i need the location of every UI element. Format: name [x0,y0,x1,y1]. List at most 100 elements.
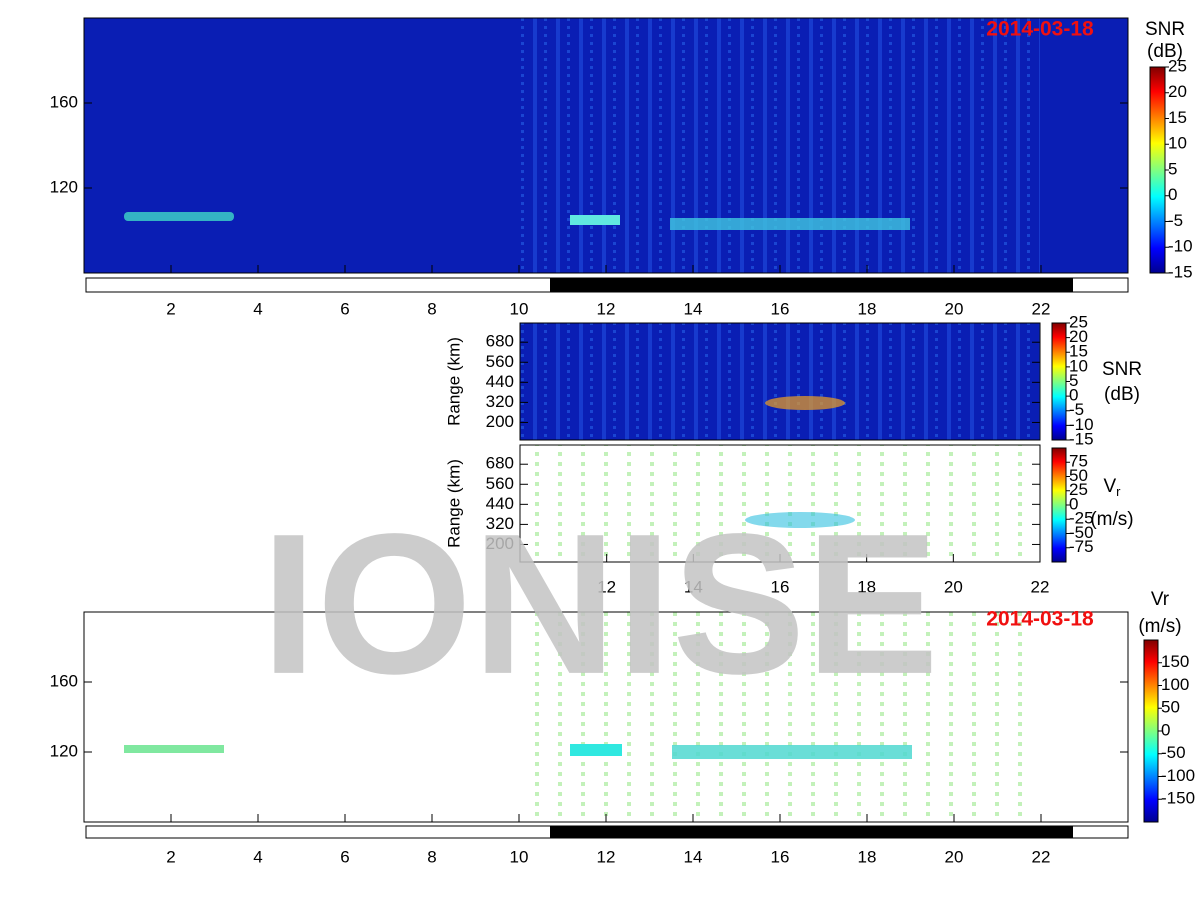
colorbar-label: (m/s) [1138,616,1181,637]
panel-bg [520,445,1040,562]
echo [745,512,855,528]
colorbar-tick-label: 100 [1161,675,1189,694]
colorbar-tick-label: -5 [1069,400,1084,419]
date-label: 2014-03-18 [986,18,1094,41]
x-tick-label: 8 [427,299,436,318]
colorbar [1051,322,1067,441]
echo [670,218,910,230]
colorbar-tick-label: -15 [1069,429,1094,448]
y-tick-label: 160 [50,92,78,111]
colorbar-tick-label: -10 [1168,237,1193,256]
x-tick-label: 14 [684,847,703,866]
panel-texture [520,18,1040,273]
colorbar-label-part: SNR [1102,359,1142,380]
x-tick-label: 18 [858,299,877,318]
x-tick-label: 16 [771,577,790,596]
y-tick-label: 120 [50,741,78,760]
colorbar-tick-label: -25 [1069,509,1094,528]
y-tick-label: 440 [486,372,514,391]
colorbar-tick-label: 15 [1069,342,1088,361]
echo [765,396,845,410]
x-tick-label: 22 [1032,299,1051,318]
colorbar-tick-label: 25 [1069,480,1088,499]
colorbar-tick-label: -75 [1069,537,1094,556]
panel-bg [520,323,1040,440]
colorbar-tick-label: -50 [1161,743,1186,762]
colorbar-tick-label: -150 [1161,789,1195,808]
y-tick-label: 440 [486,494,514,513]
x-tick-label: 12 [597,847,616,866]
echo [672,745,912,759]
y-axis-label: Range (km) [444,459,463,548]
x-tick-label: 22 [1031,577,1050,596]
colorbar-tick-label: -50 [1069,523,1094,542]
colorbar-tick-label: 5 [1168,159,1177,178]
x-tick-label: 4 [253,299,262,318]
x-tick-label: 2 [166,847,175,866]
x-tick-label: 2 [166,299,175,318]
echo [124,745,224,753]
echo [570,744,622,756]
plot-frame [519,322,1041,441]
colorbar-label-part: r [1116,484,1121,499]
x-tick-label: 12 [597,577,616,596]
colorbar-label-part: V [1103,476,1116,497]
colorbar-tick-label: 10 [1069,356,1088,375]
colorbar-label-part: SNR [1145,19,1185,40]
y-tick-label: 160 [50,671,78,690]
y-tick-label: 680 [486,332,514,351]
colorbar-tick-label: 0 [1161,720,1170,739]
colorbar-label-part: Vr [1151,589,1170,610]
colorbar-tick-label: 0 [1168,185,1177,204]
x-tick-label: 6 [340,299,349,318]
colorbar-tick-label: -15 [1168,262,1193,281]
x-tick-label: 4 [253,847,262,866]
x-tick-label: 6 [340,847,349,866]
colorbar [1051,447,1067,563]
colorbar-label-part: (dB) [1104,384,1140,405]
y-tick-label: 560 [486,474,514,493]
colorbar-tick-label: -5 [1168,211,1183,230]
night-segment [550,826,1073,838]
colorbar-label: (m/s) [1090,509,1133,530]
x-tick-label: 14 [684,299,703,318]
x-tick-label: 10 [510,847,529,866]
x-tick-label: 18 [857,577,876,596]
date-label: 2014-03-18 [986,608,1094,631]
x-tick-label: 16 [771,847,790,866]
x-tick-label: 12 [597,299,616,318]
colorbar-label-part: (dB) [1147,41,1183,62]
colorbar-tick-label: -100 [1161,766,1195,785]
colorbar-tick-label: 50 [1161,698,1180,717]
x-tick-label: 8 [427,847,436,866]
colorbar-tick-label: 0 [1069,386,1078,405]
colorbar-tick-label: 150 [1161,652,1189,671]
y-tick-label: 200 [486,412,514,431]
colorbar-tick-label: 25 [1069,312,1088,331]
x-tick-label: 14 [684,577,703,596]
colorbar-tick-label: 25 [1168,56,1187,75]
y-tick-label: 320 [486,514,514,533]
y-tick-label: 120 [50,177,78,196]
x-tick-label: 20 [944,577,963,596]
colorbar-label: Vr [1151,589,1170,610]
panel-texture [520,612,1040,822]
colorbar-tick-label: 10 [1168,134,1187,153]
colorbar-tick-label: -10 [1069,415,1094,434]
echo [570,215,620,225]
colorbar-tick-label: 75 [1069,452,1088,471]
colorbar-tick-label: 20 [1069,327,1088,346]
y-tick-label: 680 [486,454,514,473]
colorbar-label: (dB) [1147,41,1183,62]
colorbar-tick-label: 50 [1069,466,1088,485]
x-tick-label: 18 [858,847,877,866]
night-segment [550,278,1073,292]
colorbar-tick-label: 0 [1069,494,1078,513]
echo [124,212,234,221]
x-tick-label: 20 [945,847,964,866]
y-tick-label: 320 [486,392,514,411]
x-tick-label: 16 [771,299,790,318]
colorbar-label: (dB) [1104,384,1140,405]
